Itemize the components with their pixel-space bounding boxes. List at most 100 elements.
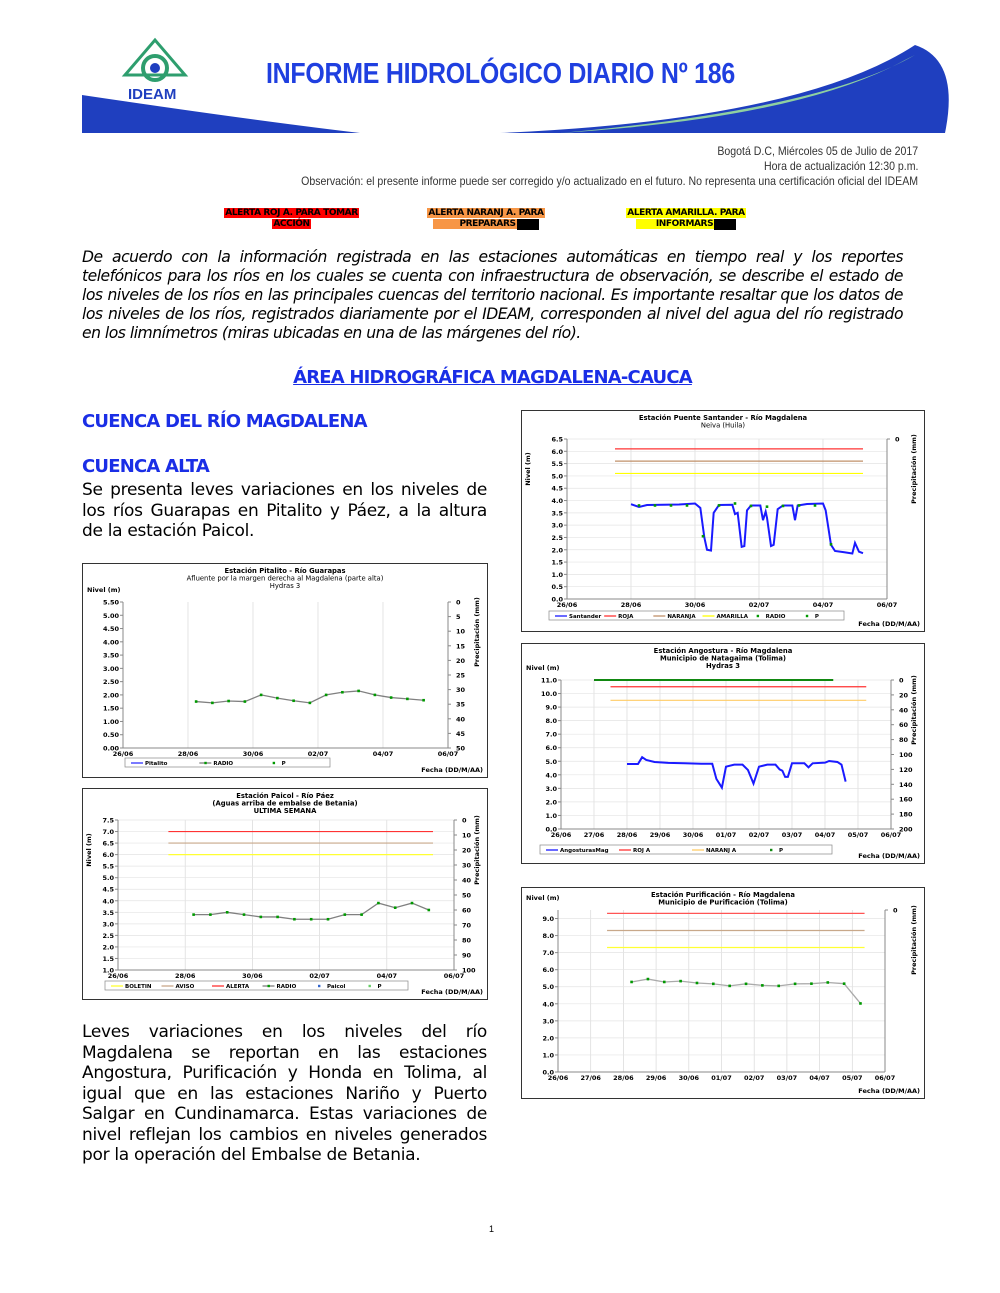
chart-title-line: Estación Puente Santander - Río Magdalen… [639, 414, 808, 422]
alert-red-line2: ACCIÓN [272, 219, 311, 229]
legend-label: P [815, 614, 819, 620]
y-tick-label: 3.5 [102, 909, 114, 917]
legend-label: Pitalito [145, 761, 168, 767]
y-tick-label: 5.50 [103, 599, 120, 607]
legend-marker [368, 984, 371, 988]
legend-label: RADIO [277, 984, 297, 990]
data-point [761, 984, 764, 987]
y-tick-label: 3.0 [102, 920, 114, 928]
y-tick-label: 5.5 [551, 460, 563, 468]
x-tick-label: 28/06 [617, 831, 638, 839]
report-title: INFORME HIDROLÓGICO DIARIO Nº 186 [266, 58, 735, 90]
y-tick-label: 4.0 [542, 1000, 554, 1008]
data-point [406, 697, 409, 701]
chart-title-line: Hydras 3 [270, 582, 300, 590]
x-tick-label: 03/07 [777, 1074, 797, 1082]
data-point [326, 917, 330, 921]
y2-tick-label: 30 [462, 862, 472, 870]
legend-label: P [779, 848, 783, 854]
y2-tick-label: 10 [462, 832, 472, 840]
y-tick-label: 8.0 [542, 932, 554, 940]
y-tick-label: 6.0 [102, 851, 114, 859]
y-tick-label: 2.50 [103, 678, 120, 686]
y2-axis-label: Precipitación (mm) [473, 815, 481, 885]
legend-label: Santander [569, 614, 602, 620]
alert-yellow-line2: INFORMARS [635, 219, 715, 229]
y2-tick-label: 100 [899, 751, 913, 759]
y2-tick-label: 50 [462, 892, 472, 900]
chart-title-line: Neiva (Huila) [701, 422, 746, 430]
y-tick-label: 0.5 [551, 583, 563, 591]
alert-red-legend: ALERTA ROJ A. PARA TOMAR ACCIÓN [220, 208, 363, 230]
x-tick-label: 29/06 [646, 1074, 667, 1082]
data-point [826, 981, 830, 984]
chart-angostura: Estación Angostura - Río Magdalena Munici… [521, 643, 925, 864]
data-point [813, 504, 817, 507]
logo-swirl-icon [141, 54, 169, 82]
data-point [377, 901, 380, 905]
y-tick-label: 2.00 [103, 691, 120, 699]
data-point [733, 502, 737, 505]
legend-label: ROJA [618, 614, 634, 620]
series-line [193, 902, 430, 920]
y-tick-label: 2.5 [102, 932, 114, 940]
legend-label: ALERTA [226, 984, 250, 990]
y2-tick-label: 140 [899, 781, 913, 789]
legend-label: BOLETIN [125, 984, 152, 990]
x-tick-label: 04/07 [815, 831, 835, 839]
intro-paragraph: De acuerdo con la información registrada… [82, 248, 904, 342]
data-point [243, 700, 247, 703]
y-tick-label: 5.0 [102, 874, 114, 882]
y-tick-label: 3.0 [545, 785, 557, 793]
data-point [781, 504, 785, 508]
y2-tick-label: 20 [456, 657, 466, 665]
left-swoosh [82, 95, 360, 133]
y2-tick-label: 80 [462, 937, 472, 945]
data-point [749, 504, 753, 508]
date-line: Bogotá D.C, Miércoles 05 de Julio de 201… [717, 144, 918, 158]
area-heading: ÁREA HIDROGRÁFICA MAGDALENA-CAUCA [293, 367, 693, 388]
y-tick-label: 7.0 [102, 828, 114, 836]
y2-tick-label: 0 [899, 677, 904, 685]
legend-marker [204, 761, 207, 765]
data-point [797, 504, 801, 507]
data-point [701, 534, 705, 538]
chart-title-line: Municipio de Natagaima (Tolima) [660, 655, 786, 663]
data-point [389, 696, 393, 699]
data-point [728, 984, 731, 988]
y-tick-label: 8.0 [545, 717, 557, 725]
y-tick-label: 2.0 [542, 1034, 554, 1042]
data-point [653, 504, 657, 507]
x-tick-label: 05/07 [848, 831, 868, 839]
x-tick-label: 02/07 [744, 1074, 764, 1082]
y-tick-label: 5.00 [103, 612, 120, 620]
y2-tick-label: 160 [899, 796, 913, 804]
legend-box [548, 610, 845, 621]
data-point [669, 504, 673, 507]
x-tick-label: 04/07 [813, 601, 833, 609]
legend-label: RADIO [213, 761, 233, 767]
y-tick-label: 4.0 [102, 897, 114, 905]
y-tick-label: 7.5 [102, 817, 114, 825]
data-point [765, 505, 769, 508]
chart-svg: Estación Angostura - Río MagdalenaMunici… [526, 647, 920, 860]
header-banner [82, 37, 949, 133]
x-tick-label: 02/07 [308, 750, 328, 758]
y2-tick-label: 50 [456, 745, 466, 753]
y2-tick-label: 35 [456, 701, 466, 709]
data-point [793, 982, 797, 986]
data-point [777, 984, 781, 988]
x-tick-label: 04/07 [809, 1074, 829, 1082]
x-tick-label: 26/06 [548, 1074, 569, 1082]
data-point [695, 981, 699, 985]
chart-title-line: Estación Angostura - Río Magdalena [654, 647, 793, 655]
legend-label: AVISO [176, 984, 195, 990]
legend-box [124, 757, 331, 768]
x-tick-label: 02/07 [749, 601, 769, 609]
legend-label: AngosturasMag [560, 848, 609, 854]
y-axis-label: Nivel (m) [526, 894, 560, 902]
y2-tick-label: 40 [456, 715, 466, 723]
data-point [630, 980, 633, 984]
data-point [829, 543, 833, 546]
